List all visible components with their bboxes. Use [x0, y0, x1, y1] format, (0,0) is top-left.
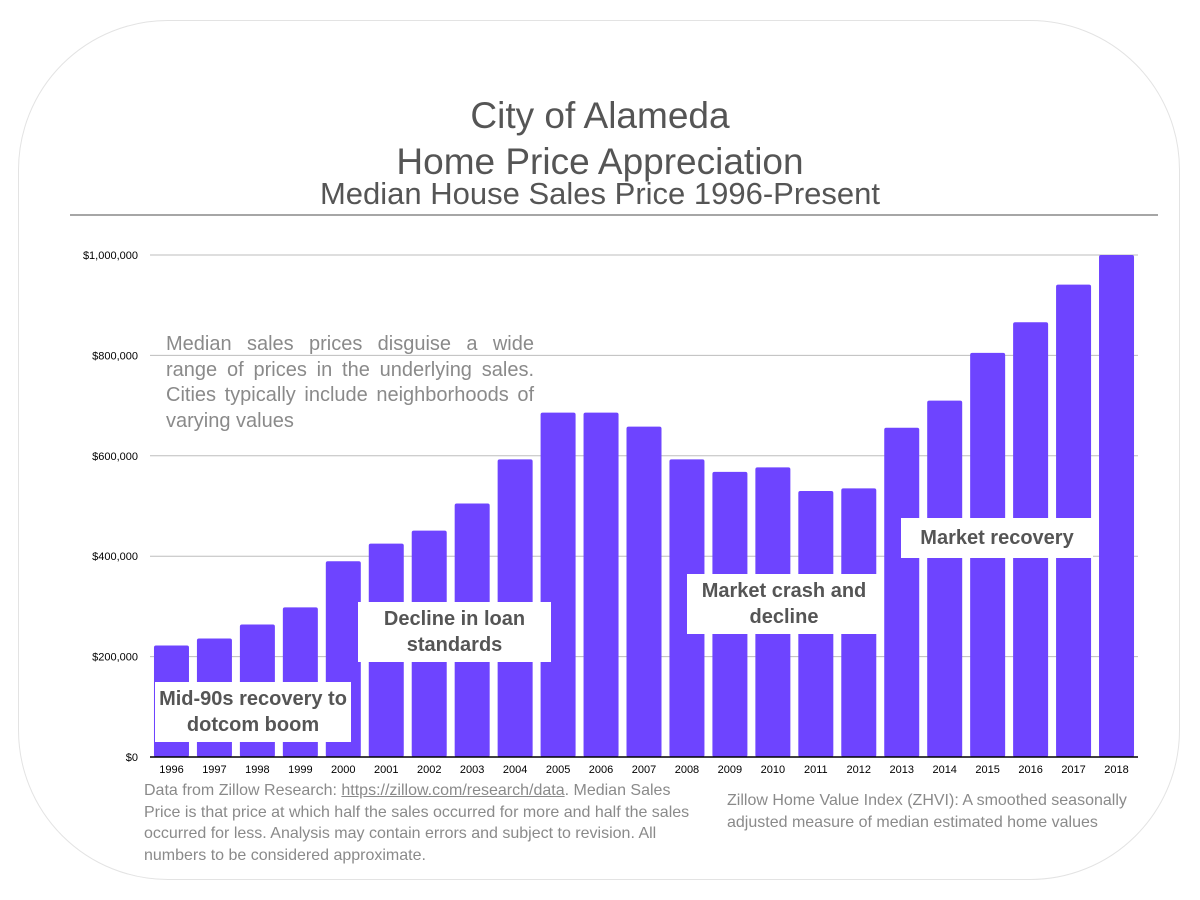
bar-2007: [626, 426, 662, 757]
title-divider: [70, 214, 1158, 216]
x-tick-label: 2014: [932, 764, 956, 776]
zillow-data-link[interactable]: https://zillow.com/research/data: [341, 782, 565, 799]
x-tick-label: 2009: [718, 764, 742, 776]
x-tick-label: 2002: [417, 764, 441, 776]
x-tick-label: 2018: [1104, 764, 1128, 776]
y-tick-label: $1,000,000: [83, 250, 138, 262]
y-tick-label: $800,000: [92, 350, 138, 362]
x-tick-label: 2008: [675, 764, 699, 776]
chart-subtitle: Median House Sales Price 1996-Present: [319, 176, 881, 211]
x-tick-label: 1998: [245, 764, 269, 776]
bar-2006: [583, 412, 619, 757]
chart-title: City of Alameda: [470, 95, 730, 136]
zhvi-footnote: Zillow Home Value Index (ZHVI): A smooth…: [727, 792, 1127, 831]
bar-2018: [1099, 255, 1135, 757]
chart-note: Median sales prices disguise a wide rang…: [166, 333, 534, 432]
x-tick-label: 2000: [331, 764, 355, 776]
x-tick-label: 1999: [288, 764, 312, 776]
x-tick-label: 2007: [632, 764, 656, 776]
x-tick-label: 1996: [159, 764, 183, 776]
x-tick-label: 2006: [589, 764, 613, 776]
bar-2008: [669, 459, 705, 757]
x-tick-label: 2011: [804, 764, 828, 776]
x-tick-label: 2015: [975, 764, 999, 776]
x-tick-label: 2012: [847, 764, 871, 776]
footnote-suffix: . Median Sales Price is that price at wh…: [144, 782, 690, 864]
chart-title-line-2: Home Price Appreciation: [396, 141, 804, 182]
y-tick-label: $600,000: [92, 451, 138, 463]
bar-2013: [884, 427, 920, 757]
callout-loan-standards: Decline in loan standards: [358, 602, 551, 662]
x-tick-label: 2017: [1061, 764, 1085, 776]
callout-mid-90s: Mid-90s recovery to dotcom boom: [155, 682, 351, 742]
bar-2014: [927, 400, 963, 757]
footnote-prefix: Data from Zillow Research:: [144, 782, 342, 799]
x-tick-label: 2004: [503, 764, 527, 776]
x-tick-label: 2013: [889, 764, 913, 776]
x-tick-label: 2003: [460, 764, 484, 776]
callout-market-crash: Market crash and decline: [687, 574, 881, 634]
y-tick-label: $0: [126, 752, 138, 764]
bar-2005: [540, 412, 576, 757]
x-tick-label: 2001: [374, 764, 398, 776]
callout-market-recovery: Market recovery: [901, 518, 1093, 558]
x-tick-label: 2016: [1018, 764, 1042, 776]
y-tick-label: $400,000: [92, 551, 138, 563]
x-tick-label: 2005: [546, 764, 570, 776]
x-tick-label: 1997: [202, 764, 226, 776]
x-tick-label: 2010: [761, 764, 785, 776]
data-source-footnote: Data from Zillow Research: https://zillo…: [144, 780, 704, 866]
y-tick-label: $200,000: [92, 652, 138, 664]
